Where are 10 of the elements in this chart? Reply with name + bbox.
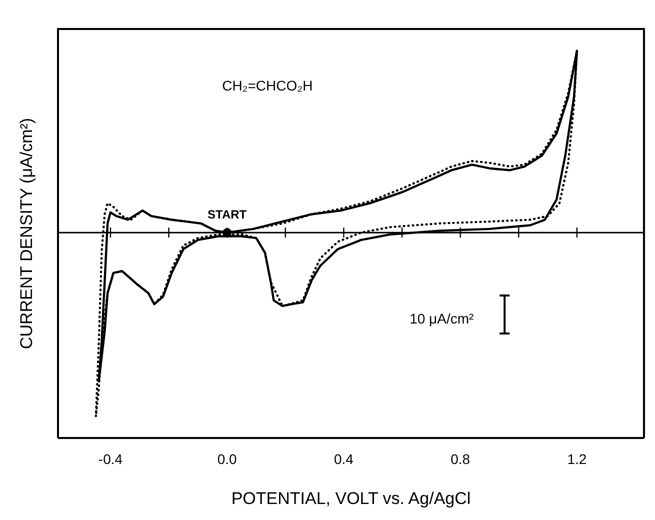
annotation: CH₂=CHCO₂H bbox=[222, 77, 313, 94]
y-axis-title: CURRENT DENSITY (μA/cm²) bbox=[16, 118, 36, 350]
annotation: 10 μA/cm² bbox=[410, 310, 474, 326]
x-tick-label: -0.4 bbox=[98, 450, 123, 467]
x-tick-label: 1.2 bbox=[567, 450, 587, 467]
x-axis-title: POTENTIAL, VOLT vs. Ag/AgCl bbox=[231, 489, 471, 508]
x-tick-label: 0.8 bbox=[450, 450, 470, 467]
annotation: START bbox=[208, 208, 248, 222]
x-tick-label: 0.4 bbox=[334, 450, 354, 467]
x-tick-label: 0.0 bbox=[217, 450, 238, 467]
